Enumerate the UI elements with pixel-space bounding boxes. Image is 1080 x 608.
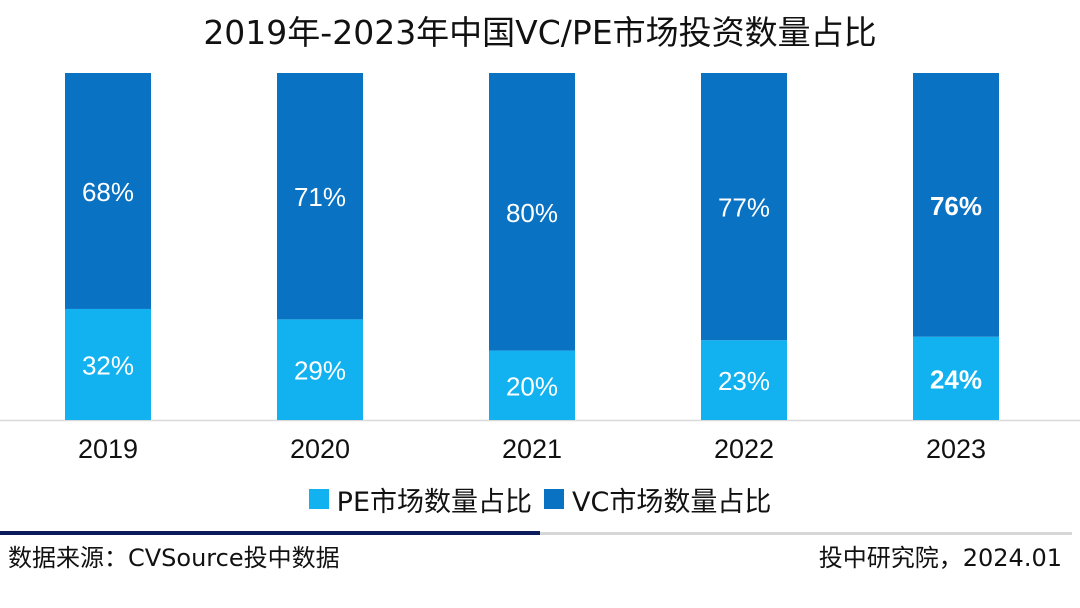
- publisher-credit: 投中研究院，2024.01: [818, 544, 1062, 572]
- data-label-pe-2022: 23%: [718, 366, 770, 396]
- data-label-vc-2019: 68%: [82, 177, 134, 207]
- legend-label-pe: PE市场数量占比: [336, 486, 532, 518]
- bar-vc-2021: [489, 73, 575, 351]
- data-label-pe-2019: 32%: [82, 350, 134, 380]
- data-label-pe-2021: 20%: [506, 371, 558, 401]
- legend-swatch-pe: [308, 489, 329, 509]
- bar-vc-2019: [65, 73, 151, 309]
- legend-label-vc: VC市场数量占比: [572, 486, 772, 518]
- bar-vc-2022: [701, 73, 787, 341]
- data-label-vc-2021: 80%: [506, 198, 558, 228]
- legend-swatch-vc: [544, 489, 564, 509]
- footer-divider-accent: [0, 531, 540, 535]
- footer-divider: [540, 532, 1072, 535]
- bar-pe-2021: [489, 350, 575, 420]
- bar-pe-2023: [913, 336, 999, 420]
- bar-vc-2020: [277, 73, 363, 320]
- x-tick-label-2023: 2023: [926, 434, 986, 464]
- data-label-vc-2022: 77%: [718, 193, 770, 223]
- data-label-vc-2023: 76%: [930, 191, 982, 221]
- x-tick-label-2019: 2019: [78, 434, 138, 464]
- x-tick-label-2020: 2020: [290, 434, 350, 464]
- bar-pe-2019: [65, 308, 151, 420]
- legend-item-pe: PE市场数量占比: [308, 480, 532, 519]
- data-source-note: 数据来源：CVSource投中数据: [8, 544, 340, 572]
- bar-pe-2020: [277, 319, 363, 420]
- x-tick-label-2021: 2021: [502, 434, 562, 464]
- x-tick-label-2022: 2022: [714, 434, 774, 464]
- chart-legend: PE市场数量占比 VC市场数量占比: [0, 478, 1080, 520]
- bar-vc-2023: [913, 73, 999, 337]
- chart-title: 2019年-2023年中国VC/PE市场投资数量占比: [203, 13, 877, 52]
- bar-pe-2022: [701, 340, 787, 420]
- data-label-pe-2020: 29%: [294, 356, 346, 386]
- data-label-vc-2020: 71%: [294, 182, 346, 212]
- legend-item-vc: VC市场数量占比: [544, 480, 771, 519]
- data-label-pe-2023: 24%: [930, 364, 982, 394]
